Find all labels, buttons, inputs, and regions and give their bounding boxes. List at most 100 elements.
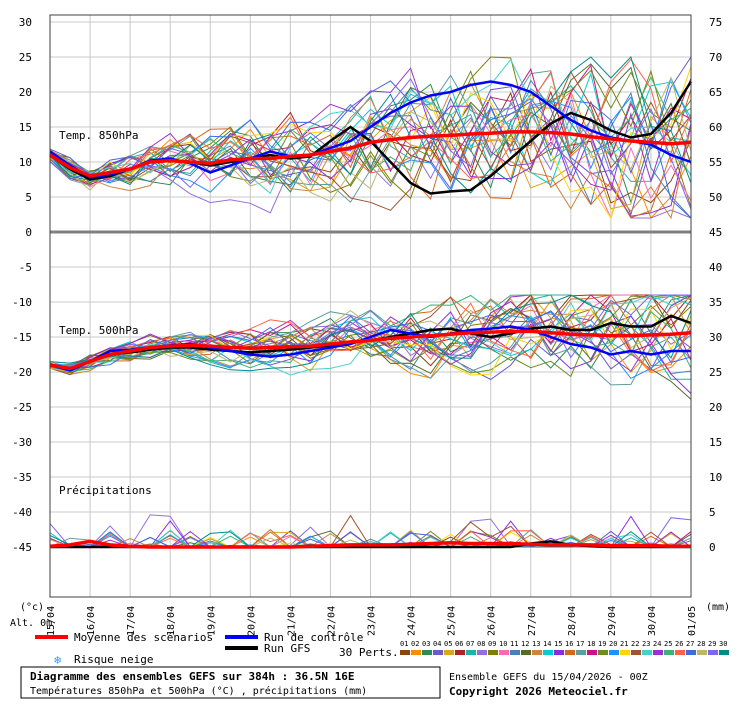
pert-legend-swatch <box>554 650 564 655</box>
series-precip-line <box>49 539 691 549</box>
legend-mean-label: Moyenne des scénarios <box>74 631 213 644</box>
right-tick-label: 0 <box>709 541 716 554</box>
left-tick-label: -15 <box>12 331 32 344</box>
perturbation-legend: 01 02 03 04 05 06 07 08 09 10 11 12 13 14 15 16 17 18 19 20… <box>400 640 729 655</box>
left-tick-label: -5 <box>19 261 32 274</box>
left-tick-label: 10 <box>19 156 32 169</box>
right-tick-label: 50 <box>709 191 722 204</box>
left-tick-label: 25 <box>19 51 32 64</box>
right-tick-label: 60 <box>709 121 722 134</box>
left-tick-label: 0 <box>25 226 32 239</box>
x-tick-label: 20/04 <box>246 606 257 636</box>
x-tick-label: 29/04 <box>607 606 618 636</box>
x-tick-label: 16/04 <box>86 606 97 636</box>
right-tick-label: 45 <box>709 226 722 239</box>
panel-label-t500: Temp. 500hPa <box>59 324 138 337</box>
x-tick-label: 15/04 <box>46 606 57 636</box>
pert-legend-id: 05 <box>444 640 452 648</box>
left-tick-label: -35 <box>12 471 32 484</box>
pert-t850-line <box>49 64 692 185</box>
perturbations-label: 30 Perts. <box>339 646 399 659</box>
pert-legend-id: 13 <box>532 640 540 648</box>
footer-box <box>20 666 441 699</box>
pert-t850-line <box>49 89 692 219</box>
pert-legend-id: 08 <box>477 640 485 648</box>
pert-t850-line <box>49 91 692 219</box>
panel-label-t850: Temp. 850hPa <box>59 129 138 142</box>
x-tick-label: 28/04 <box>567 606 578 636</box>
footer-subtitle: Températures 850hPa et 500hPa (°C) , pré… <box>30 685 367 697</box>
x-tick-label: 19/04 <box>206 606 217 636</box>
left-tick-label: -45 <box>12 541 32 554</box>
pert-t500-line <box>49 294 691 368</box>
x-tick-label: 26/04 <box>487 606 498 636</box>
pert-legend-id: 03 <box>422 640 430 648</box>
pert-legend-swatch <box>433 650 443 655</box>
pert-legend-swatch <box>455 650 465 655</box>
pert-legend-id: 04 <box>433 640 441 648</box>
pert-legend-id: 06 <box>455 640 463 648</box>
pert-legend-swatch <box>444 650 454 655</box>
pert-legend-id: 10 <box>499 640 507 648</box>
pert-legend-swatch <box>708 650 718 655</box>
pert-legend-id: 02 <box>411 640 419 648</box>
left-unit-label: (°c) <box>20 602 44 613</box>
pert-t500-line <box>49 300 692 394</box>
right-unit-label: (mm) <box>706 602 730 613</box>
pert-legend-id: 28 <box>697 640 705 648</box>
pert-t850-line <box>49 58 692 180</box>
pert-legend-id: 30 <box>719 640 727 648</box>
pert-legend-swatch <box>675 650 685 655</box>
x-tick-label: 18/04 <box>166 606 177 636</box>
pert-legend-swatch <box>576 650 586 655</box>
pert-legend-swatch <box>719 650 729 655</box>
pert-legend-swatch <box>499 650 509 655</box>
left-tick-label: 15 <box>19 121 32 134</box>
left-tick-label: 30 <box>19 16 32 29</box>
pert-legend-id: 25 <box>664 640 672 648</box>
pert-legend-id: 17 <box>576 640 584 648</box>
pert-legend-swatch <box>510 650 520 655</box>
pert-legend-swatch <box>411 650 421 655</box>
pert-t500-line <box>49 294 692 373</box>
pert-legend-id: 22 <box>631 640 639 648</box>
pert-legend-swatch <box>466 650 476 655</box>
right-tick-label: 70 <box>709 51 722 64</box>
series-t850-line <box>49 130 692 178</box>
snowflake-icon: ❄ <box>54 653 61 667</box>
pert-legend-id: 16 <box>565 640 573 648</box>
left-tick-label: -40 <box>12 506 32 519</box>
pert-t500-line <box>49 307 692 400</box>
x-tick-label: 21/04 <box>286 606 297 636</box>
right-tick-label: 55 <box>709 156 722 169</box>
pert-legend-swatch <box>422 650 432 655</box>
pert-legend-id: 01 <box>400 640 408 648</box>
footer-copyright: Copyright 2026 Meteociel.fr <box>449 685 628 698</box>
pert-legend-swatch <box>587 650 597 655</box>
right-tick-label: 20 <box>709 401 722 414</box>
pert-t500-line <box>49 294 692 372</box>
pert-legend-id: 21 <box>620 640 628 648</box>
main-series <box>49 80 693 549</box>
x-tick-label: 17/04 <box>126 606 137 636</box>
x-tick-label: 24/04 <box>407 606 418 636</box>
pert-legend-swatch <box>477 650 487 655</box>
x-tick-label: 01/05 <box>687 606 698 636</box>
pert-legend-swatch <box>488 650 498 655</box>
pert-legend-id: 23 <box>642 640 650 648</box>
left-tick-label: -25 <box>12 401 32 414</box>
panel-label-precip: Précipitations <box>59 484 152 497</box>
pert-t850-line <box>49 75 692 175</box>
footer-run-info: Ensemble GEFS du 15/04/2026 - 00Z <box>449 672 648 683</box>
left-tick-label: -20 <box>12 366 32 379</box>
pert-t850-line <box>49 72 692 186</box>
pert-legend-id: 15 <box>554 640 562 648</box>
pert-legend-swatch <box>653 650 663 655</box>
pert-legend-swatch <box>400 650 410 655</box>
x-tick-label: 25/04 <box>447 606 458 636</box>
pert-legend-swatch <box>620 650 630 655</box>
legend-control-label: Run de contrôle <box>264 631 363 644</box>
axes: 302520151050-5-10-15-20-25-30-35-40-4575… <box>12 14 722 636</box>
pert-legend-id: 18 <box>587 640 595 648</box>
